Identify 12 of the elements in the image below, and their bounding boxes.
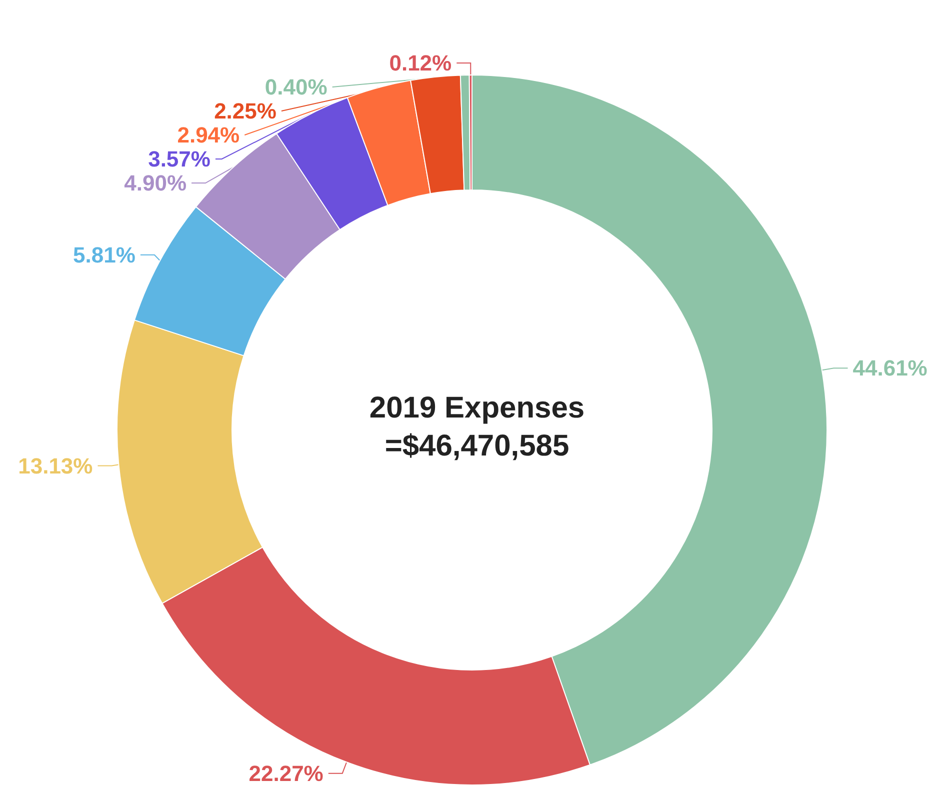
- data-label: 22.27%: [248, 760, 324, 786]
- data-label: 5.81%: [73, 242, 136, 268]
- data-label: 0.40%: [264, 74, 328, 100]
- data-label: 44.61%: [852, 356, 928, 381]
- data-label: 3.57%: [148, 146, 210, 172]
- data-label: 13.13%: [18, 453, 93, 478]
- data-label: 0.12%: [389, 50, 452, 76]
- text: 2019 Expenses: [369, 392, 585, 424]
- text: =$46,470,585: [384, 430, 570, 462]
- data-label: 2.94%: [177, 122, 240, 148]
- data-label: 2.25%: [214, 98, 276, 124]
- data-label: 4.90%: [124, 170, 187, 196]
